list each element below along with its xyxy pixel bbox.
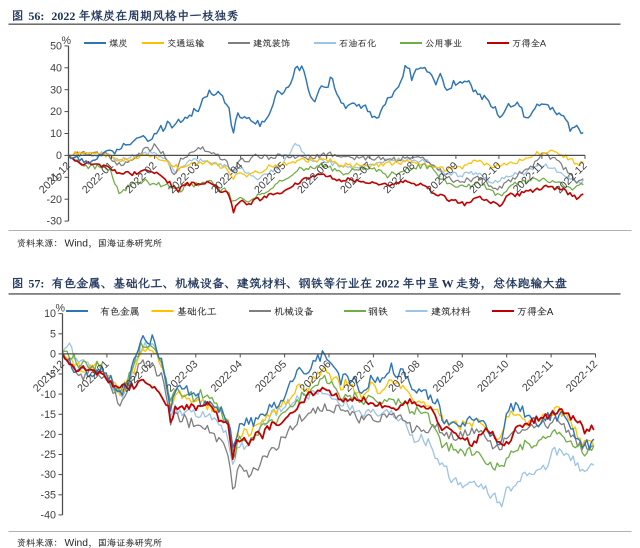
svg-text:10: 10: [44, 308, 56, 320]
svg-text:0: 0: [56, 150, 62, 162]
svg-text:-5: -5: [46, 369, 56, 381]
svg-text:-20: -20: [47, 194, 63, 206]
svg-text:-20: -20: [41, 429, 57, 441]
svg-text:%: %: [62, 35, 72, 47]
svg-text:20: 20: [50, 106, 62, 118]
svg-text:2022: 2022: [51, 9, 75, 23]
svg-text:-30: -30: [41, 469, 57, 481]
svg-text:5: 5: [50, 328, 56, 340]
svg-text:0: 0: [50, 349, 56, 361]
svg-text:30: 30: [50, 84, 62, 96]
svg-text:-15: -15: [41, 409, 57, 421]
svg-text:A: A: [540, 38, 547, 48]
svg-text:56:: 56:: [28, 9, 44, 23]
svg-text:W: W: [442, 276, 454, 290]
svg-text:-30: -30: [47, 216, 63, 228]
svg-text:Wind: Wind: [65, 538, 89, 548]
svg-text:-35: -35: [41, 489, 57, 501]
svg-text:2022: 2022: [375, 276, 399, 290]
svg-text:%: %: [56, 303, 66, 315]
svg-text:-10: -10: [47, 172, 63, 184]
svg-text:10: 10: [50, 128, 62, 140]
svg-text:40: 40: [50, 62, 62, 74]
svg-text:A: A: [547, 307, 554, 318]
svg-text:Wind: Wind: [65, 238, 89, 249]
svg-text:57:: 57:: [28, 276, 44, 290]
svg-text:50: 50: [50, 41, 62, 53]
svg-text:-40: -40: [41, 510, 57, 522]
svg-text:-10: -10: [41, 389, 57, 401]
svg-text:-25: -25: [41, 449, 57, 461]
